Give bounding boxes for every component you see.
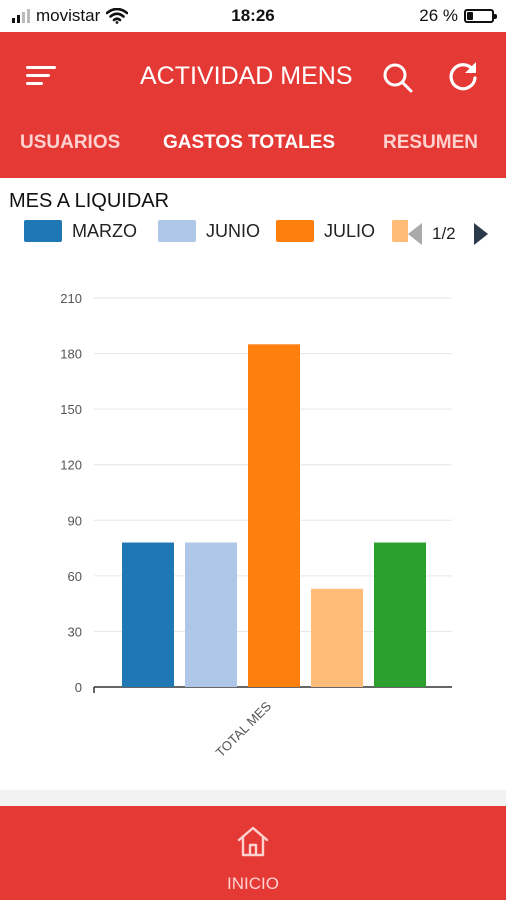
section-title: MES A LIQUIDAR [9, 190, 170, 212]
legend-label: JULIO [324, 220, 376, 241]
hamburger-menu-icon[interactable] [26, 66, 56, 90]
bar-chart: 0 30 60 90 120 150 180 210 TOTAL MES [60, 291, 452, 760]
home-button[interactable]: INICIO [203, 818, 303, 894]
tab-bar: USUARIOS GASTOS TOTALES RESUMEN [0, 132, 506, 168]
tab-usuarios[interactable]: USUARIOS [20, 132, 121, 153]
tab-resumen[interactable]: RESUMEN [383, 132, 479, 153]
status-bar: movistar 18:26 26 % [0, 0, 506, 32]
chart-card: MES A LIQUIDAR MARZO JUNIO JULIO 1/2 0 30… [0, 178, 506, 790]
battery-icon [464, 9, 497, 23]
status-right: 26 % [419, 6, 497, 26]
page-title: ACTIVIDAD MENS [140, 62, 353, 90]
pager-next-icon[interactable] [473, 223, 488, 245]
legend-swatch [158, 220, 196, 242]
y-tick-label: 180 [60, 347, 82, 362]
bar-series-5 [374, 542, 426, 687]
legend-swatch [24, 220, 62, 242]
bar-series-1 [122, 542, 174, 687]
wifi-icon [106, 8, 129, 24]
y-tick-label: 120 [60, 458, 82, 473]
search-icon[interactable] [380, 60, 416, 96]
battery-percent: 26 % [419, 6, 458, 25]
bar-series-3 [248, 344, 300, 687]
status-time: 18:26 [231, 6, 275, 25]
home-label: INICIO [227, 874, 279, 893]
refresh-icon[interactable] [444, 58, 482, 96]
tab-gastos-totales[interactable]: GASTOS TOTALES [163, 132, 336, 153]
status-left: movistar [12, 6, 129, 26]
carrier-label: movistar [36, 6, 101, 25]
legend-pager: 1/2 [408, 220, 506, 248]
y-tick-label: 150 [60, 402, 82, 417]
y-tick-label: 60 [68, 569, 82, 584]
y-tick-label: 210 [60, 291, 82, 306]
x-category-label: TOTAL MES [213, 698, 275, 760]
y-tick-label: 30 [68, 624, 82, 639]
legend-item-marzo[interactable]: MARZO [24, 220, 137, 242]
app-header: ACTIVIDAD MENS USUARIOS GASTOS TOTALES R… [0, 32, 506, 178]
pager-prev-icon[interactable] [408, 223, 422, 245]
y-tick-label: 90 [68, 513, 82, 528]
legend-label: MARZO [72, 220, 137, 241]
bar-series-4 [311, 588, 363, 687]
bottom-nav: INICIO [0, 806, 506, 900]
home-icon [237, 826, 269, 857]
pager-label: 1/2 [432, 224, 456, 243]
legend-item-julio[interactable]: JULIO [276, 220, 375, 242]
legend-swatch [276, 220, 314, 242]
legend-item-junio[interactable]: JUNIO [158, 220, 260, 242]
legend-label: JUNIO [206, 220, 260, 241]
signal-strength-icon [12, 9, 30, 23]
bar-series-2 [185, 542, 237, 687]
y-tick-label: 0 [75, 680, 82, 695]
